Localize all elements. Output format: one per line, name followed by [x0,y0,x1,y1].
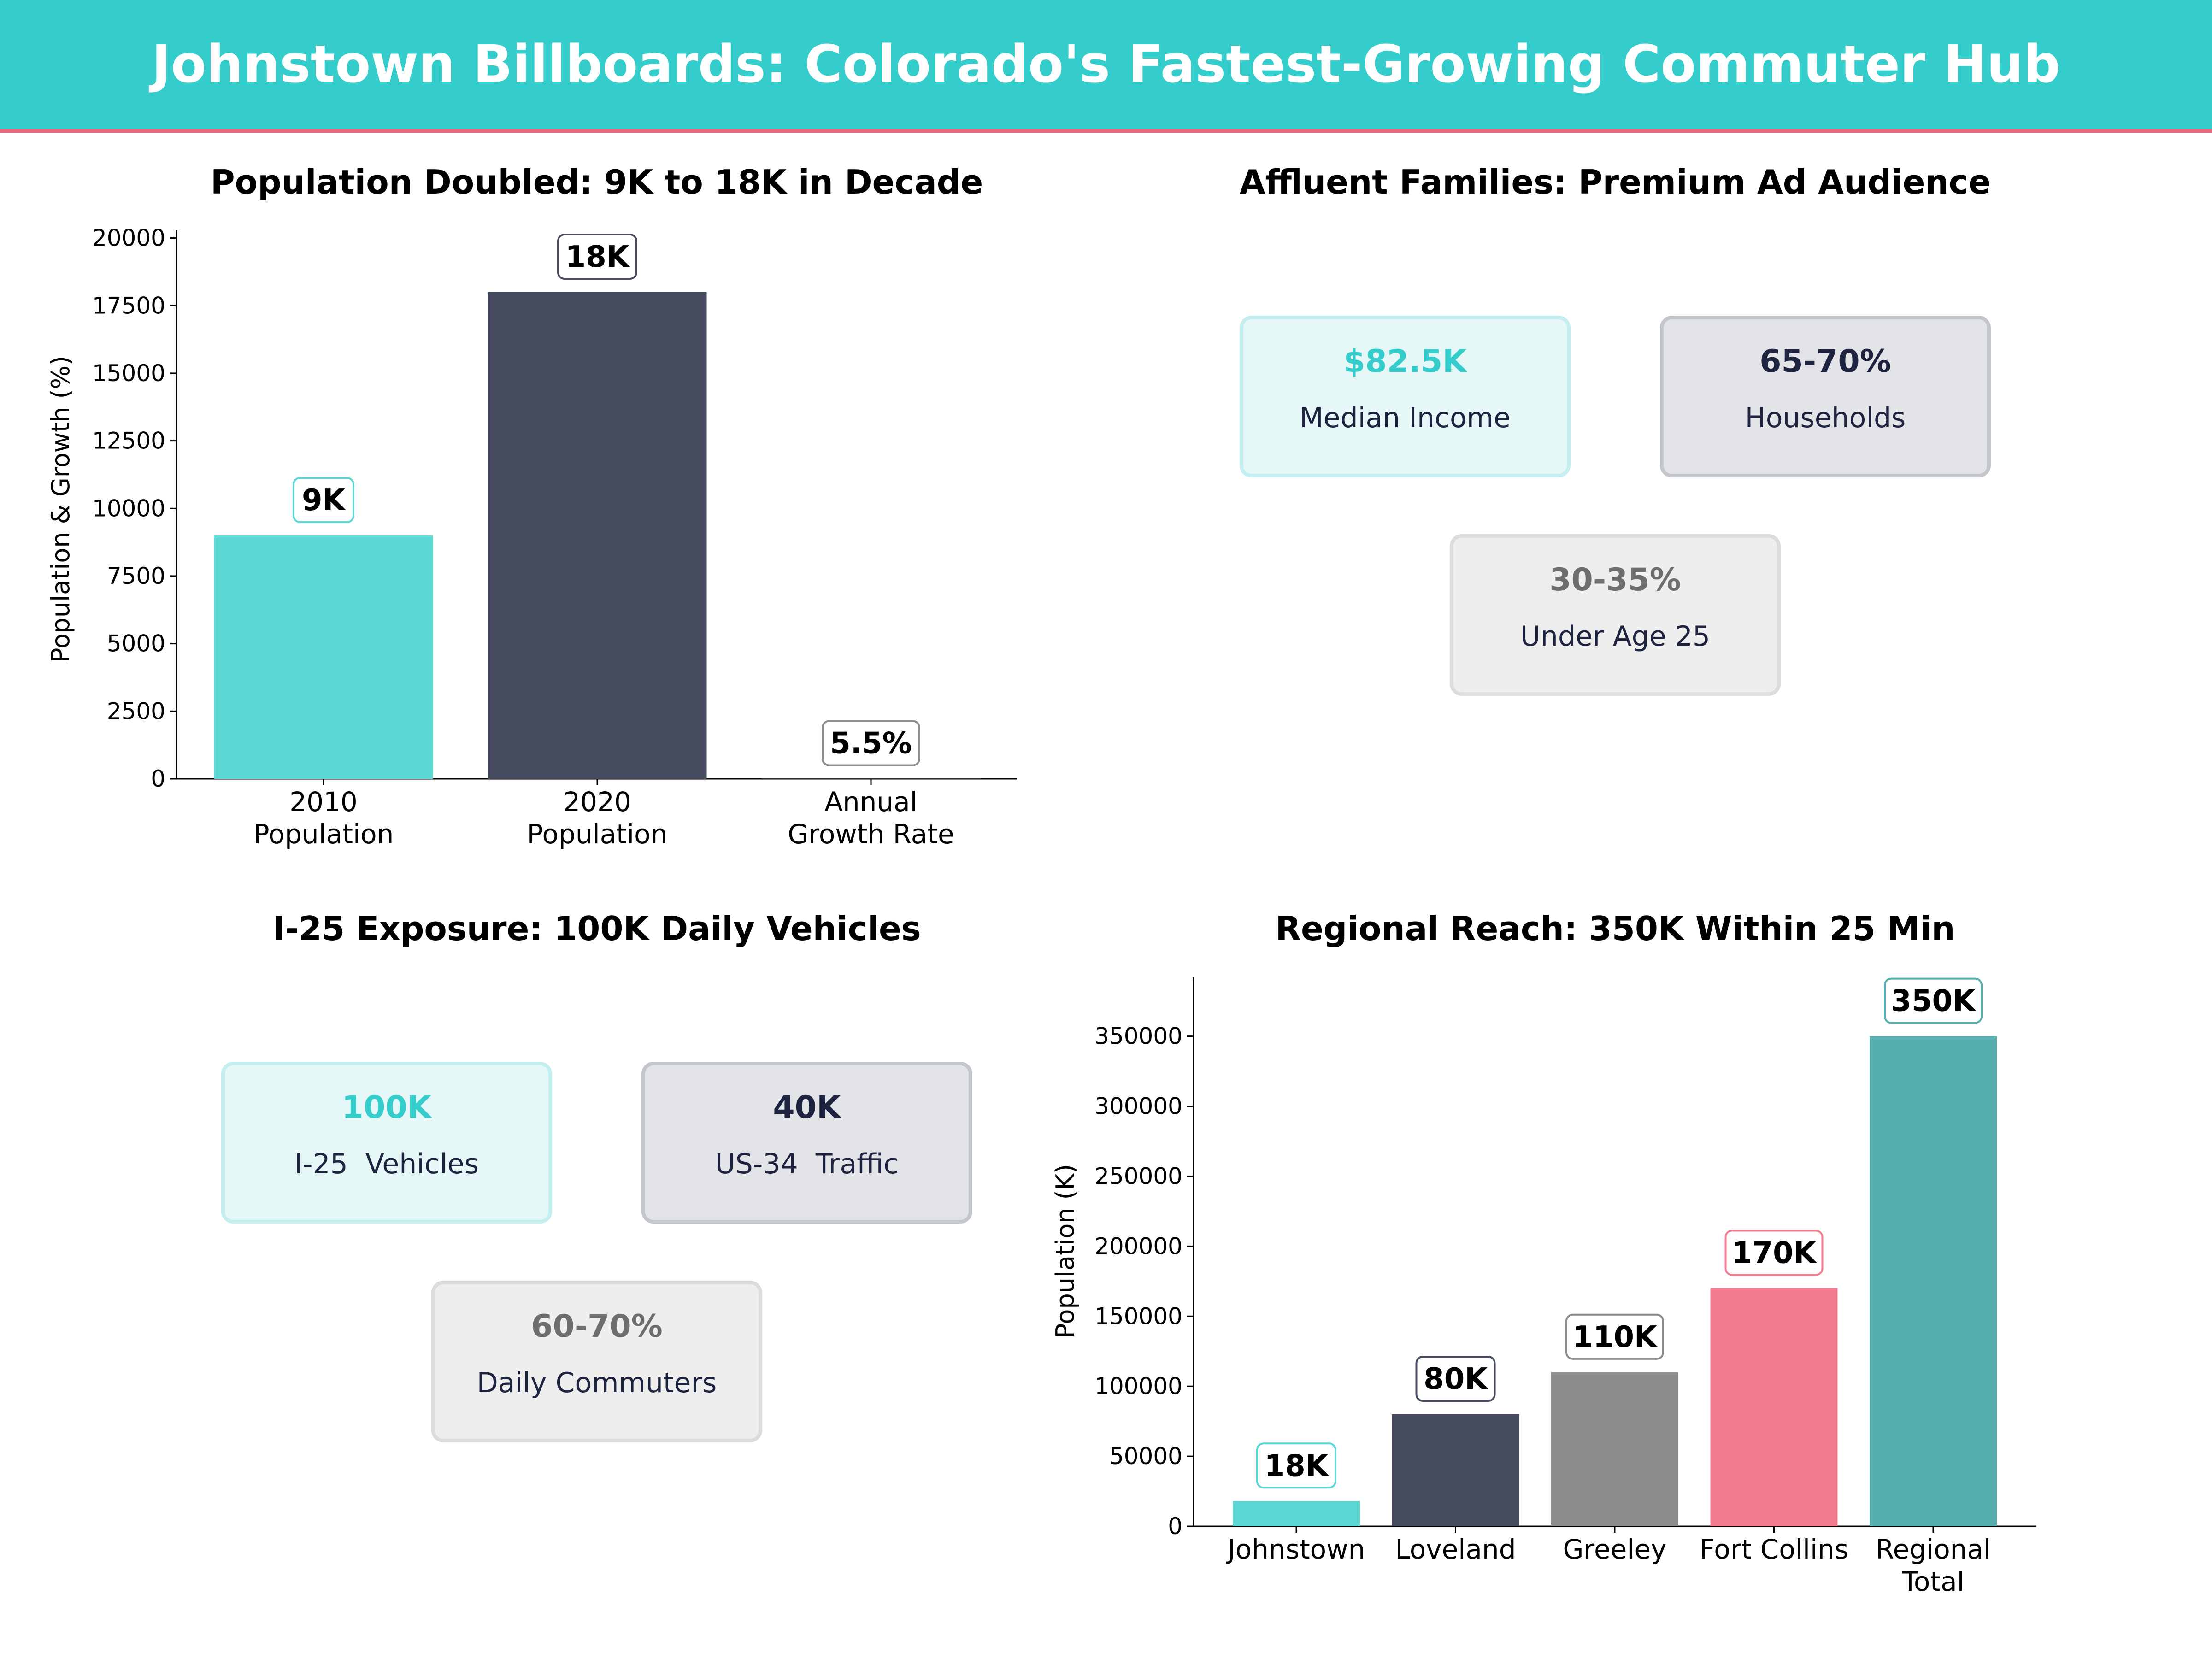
data-label: 170K [1732,1236,1818,1270]
stat-card: 100K I-25 Vehicles [221,1062,552,1224]
stat-card-background [431,1281,762,1442]
regional-reach-chart: Regional Reach: 350K Within 25 Min Popul… [1051,909,2036,1597]
y-tick-label: 300000 [1094,1093,1182,1120]
x-tick-label: Growth Rate [788,818,954,850]
stat-value: 65-70% [1759,343,1891,380]
x-tick-label: Total [1901,1566,1964,1597]
y-tick-label: 150000 [1094,1303,1182,1330]
stat-label: Daily Commuters [477,1367,717,1399]
y-axis-label: Population & Growth (%) [46,356,75,663]
y-tick-label: 12500 [92,428,165,454]
header-accent-line [0,129,2212,133]
x-tick-label: 2010 [289,786,358,818]
y-tick-label: 15000 [92,360,165,387]
stat-label: I-25 Vehicles [294,1148,479,1180]
y-tick-label: 350000 [1094,1023,1182,1050]
x-tick-label: Loveland [1395,1534,1516,1565]
stat-card-background [641,1062,972,1224]
bar [214,535,433,779]
x-tick-label: Population [253,818,394,850]
stat-value: 30-35% [1549,562,1681,598]
data-label-box [1884,977,1983,1024]
stat-card: 30-35% Under Age 25 [1450,534,1781,696]
stat-value: $82.5K [1343,343,1468,380]
header-banner [0,0,2212,130]
stat-label: Households [1745,402,1906,434]
data-label-box [557,233,637,280]
data-label-box [1256,1442,1336,1489]
y-tick-label: 0 [1168,1513,1182,1540]
stat-card-background [1240,316,1571,477]
y-tick-label: 7500 [107,563,165,589]
bar [1233,1501,1360,1526]
x-tick-label: Johnstown [1226,1534,1365,1565]
data-label: 350K [1891,984,1977,1018]
exposure-panel: I-25 Exposure: 100K Daily Vehicles 100K I… [221,909,972,1442]
y-tick-label: 250000 [1094,1163,1182,1189]
data-label: 9K [302,483,347,518]
population-chart: Population Doubled: 9K to 18K in Decade … [46,163,1017,850]
data-label: 5.5% [830,727,912,761]
data-label: 80K [1424,1362,1488,1396]
y-tick-label: 100000 [1094,1373,1182,1400]
chart-title: Population Doubled: 9K to 18K in Decade [211,163,983,201]
data-label: 110K [1572,1320,1658,1354]
stat-value: 100K [342,1089,433,1126]
chart-title: Regional Reach: 350K Within 25 Min [1276,909,1955,948]
y-axis-label: Population (K) [1051,1164,1080,1338]
stat-value: 40K [773,1089,842,1126]
bar [1710,1288,1838,1526]
data-label-box [822,720,920,766]
data-label: 18K [1265,1449,1330,1483]
stat-card: $82.5K Median Income [1240,316,1571,477]
y-tick-label: 0 [151,765,165,792]
y-tick-label: 2500 [107,698,165,724]
data-label-box [1415,1355,1496,1402]
x-tick-label: Population [527,818,668,850]
stat-card: 60-70% Daily Commuters [431,1281,762,1442]
data-label-box [1724,1230,1824,1276]
stat-card: 40K US-34 Traffic [641,1062,972,1224]
stat-card: 65-70% Households [1660,316,1991,477]
data-label: 18K [565,240,630,274]
x-tick-label: Regional [1876,1534,1991,1565]
bar [1551,1372,1678,1526]
y-tick-label: 10000 [92,495,165,522]
stat-label: Median Income [1300,402,1511,434]
audience-panel: Affluent Families: Premium Ad Audience $… [1240,163,1991,696]
stat-card-background [1660,316,1991,477]
stat-value: 60-70% [531,1308,663,1345]
y-tick-label: 200000 [1094,1233,1182,1259]
panel-title: I-25 Exposure: 100K Daily Vehicles [272,909,921,948]
panel-title: Affluent Families: Premium Ad Audience [1240,163,1991,201]
data-label-box [1565,1313,1664,1360]
data-label-box [293,477,354,523]
stat-label: US-34 Traffic [715,1148,899,1180]
x-tick-label: Greeley [1563,1534,1666,1565]
stat-label: Under Age 25 [1520,620,1710,653]
stat-card-background [221,1062,552,1224]
x-tick-label: Annual [824,786,918,818]
bar [1392,1414,1519,1526]
bar [1870,1036,1997,1526]
stat-card-background [1450,534,1781,696]
x-tick-label: Fort Collins [1700,1534,1848,1565]
y-tick-label: 20000 [92,225,165,252]
y-tick-label: 50000 [1109,1443,1182,1470]
page-title: Johnstown Billboards: Colorado's Fastest… [148,35,2060,94]
y-tick-label: 5000 [107,630,165,657]
x-tick-label: 2020 [563,786,631,818]
y-tick-label: 17500 [92,292,165,319]
bar [488,292,707,779]
